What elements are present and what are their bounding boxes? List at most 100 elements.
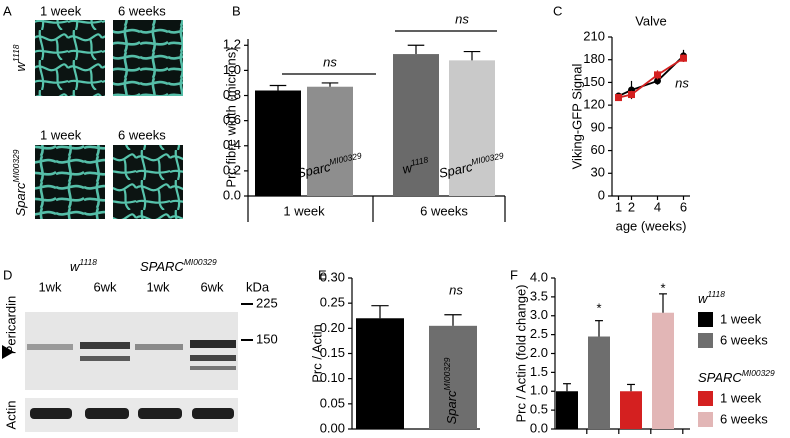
label-base: w [371,393,386,404]
bar-label: w1118 [401,155,431,177]
y-tick-label: 180 [583,51,605,66]
panel-d-blots [2,303,253,432]
error-bar [269,84,287,91]
error-bar [321,82,339,87]
annotation: ns [675,75,689,90]
x-axis-label: age (weeks) [616,218,687,233]
bar [393,54,439,197]
label-superscript: MI00329 [742,368,775,378]
legend-swatch [698,312,713,327]
bar-label: SparcMI00329 [442,357,459,424]
bar-label: w1118 [369,377,386,404]
column-label: 6 weeks [118,127,166,142]
y-tick-label: 0.0 [530,420,548,435]
band [190,355,236,361]
label-superscript: 1118 [272,155,292,168]
micrograph [113,145,183,219]
legend-label: 6 weeks [720,332,768,347]
y-tick-label: 90 [591,119,605,134]
bar [429,325,477,429]
lane-label: 1wk [146,279,170,294]
blot-label: Actin [3,401,18,430]
column-label: 1 week [40,3,82,18]
error-bar [407,44,425,55]
x-tick-label: 1 [615,199,622,214]
y-tick-label: 0.6 [223,112,241,127]
genotype-label: SPARCMI00329 [140,257,217,274]
label-superscript: 1118 [11,44,21,62]
chart-title: Valve [635,13,667,28]
panel-letter: A [3,3,12,18]
error-bar [463,50,481,61]
label-base: SPARC [698,370,742,385]
y-tick-label: 0.05 [320,395,345,410]
error-bar [563,383,571,392]
lane-label: 6wk [93,279,117,294]
label-superscript: 1118 [79,257,97,267]
row-label: w1118 [11,44,28,71]
y-tick-label: 0.15 [320,345,345,360]
x-tick-label: 4 [654,199,661,214]
lane-label: 6wk [200,279,224,294]
annotation: ns [455,11,469,26]
label-base: SPARC [140,259,184,274]
bar [307,86,353,196]
bar [620,391,642,429]
bar [588,336,610,429]
arrowhead [2,345,14,359]
band [85,408,129,419]
legend-swatch [698,412,713,427]
marker-label: 225 [256,295,278,310]
genotype-label: w1118 [70,257,97,274]
y-tick-label: 1.0 [530,383,548,398]
label-base: w [698,291,709,306]
annotation: ns [323,54,337,69]
y-tick-label: 150 [583,74,605,89]
y-tick-label: 0.30 [320,269,345,284]
y-axis-label: Prc / Actin (fold change) [513,284,528,422]
y-tick-label: 0 [598,187,605,202]
label-base: Sparc [438,159,475,181]
micrograph [113,20,183,96]
y-tick-label: 1.2 [223,37,241,52]
y-tick-label: 0.10 [320,370,345,385]
micrograph [35,145,105,219]
legend-label: 1 week [720,390,762,405]
point [615,94,622,102]
marker-label: 150 [256,331,278,346]
legend-title: SPARCMI00329 [698,368,775,385]
x-tick-label: 1 week [283,203,325,218]
annotation: ns [449,282,463,297]
y-tick-label: 0.8 [223,87,241,102]
panel-letter: B [232,3,241,18]
error-bar [371,305,389,319]
band [80,342,130,349]
legend-swatch [698,391,713,406]
bar [652,312,674,429]
panel-letter: E [318,267,327,282]
label-superscript: 1118 [410,155,430,168]
row-label: SparcMI00329 [11,149,28,216]
error-bar [659,293,667,313]
y-tick-label: 0.2 [223,162,241,177]
band [135,344,183,350]
y-tick-label: 0.25 [320,295,345,310]
label-superscript: MI00329 [11,149,21,182]
panel-letter: C [553,3,562,18]
legend-label: 6 weeks [720,411,768,426]
blot [25,312,238,390]
label-superscript: MI00329 [184,257,217,267]
error-bar [595,320,603,337]
label-base: Sparc [444,390,459,424]
y-axis-label: Prc fibre width (microns) [223,47,238,187]
unit-label: kDa [246,279,270,294]
point [680,54,687,62]
y-tick-label: 0.00 [320,420,345,435]
y-tick-label: 2.0 [530,345,548,360]
band [30,408,72,419]
series-line [618,57,684,99]
bar [556,391,578,429]
band [138,408,182,419]
x-tick-label: 6 [680,199,687,214]
